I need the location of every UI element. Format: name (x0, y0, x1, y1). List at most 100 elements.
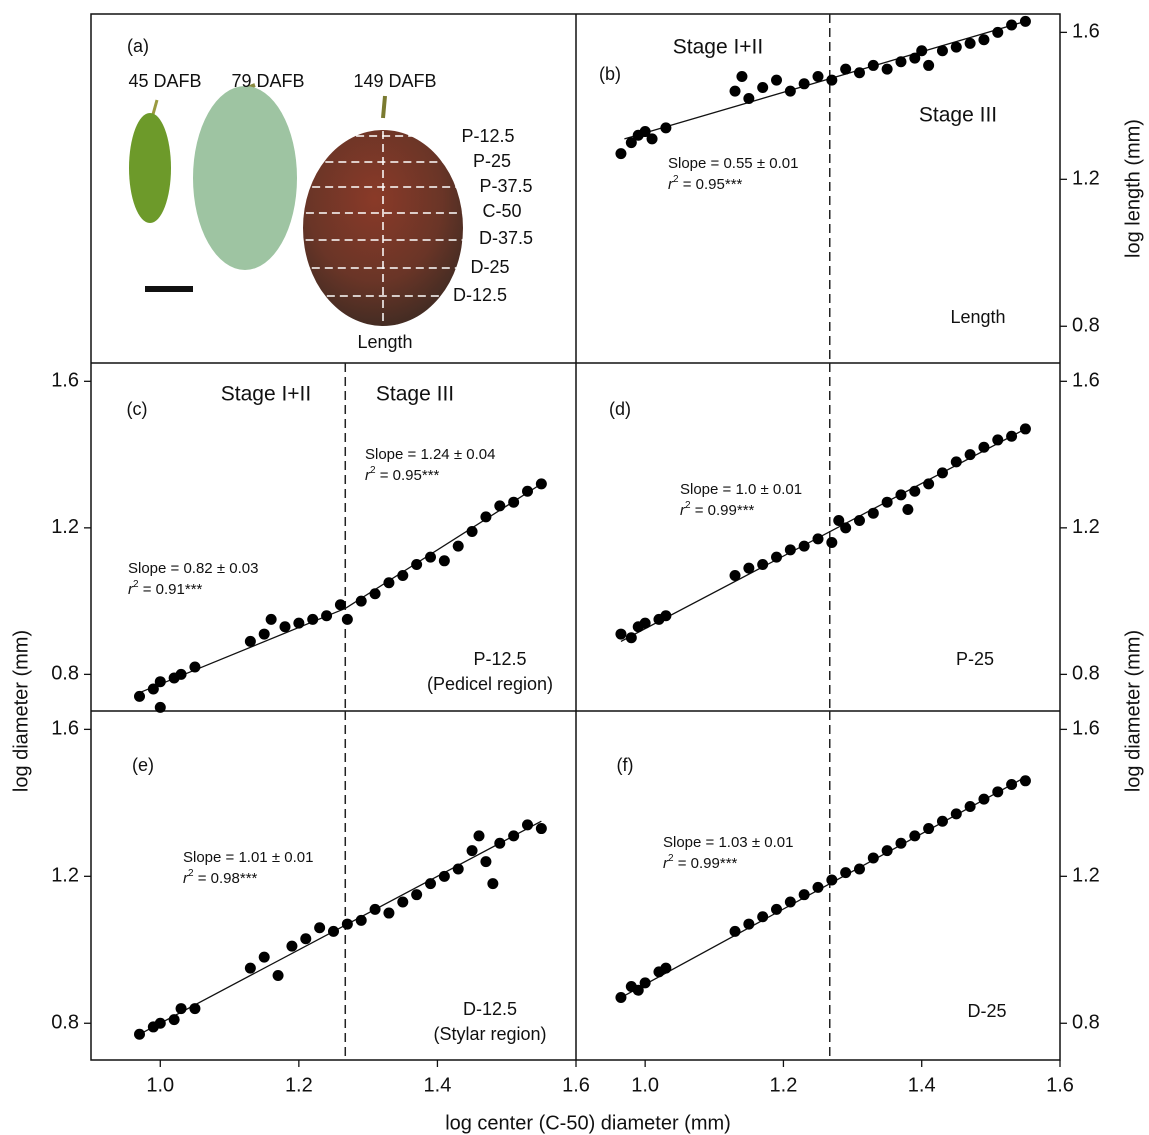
r2-power: 2 (370, 465, 376, 476)
data-point (978, 793, 990, 805)
section-label: P-12.5 (461, 126, 514, 146)
data-point (494, 837, 506, 849)
data-point (625, 137, 637, 149)
r2-value: = 0.98*** (194, 870, 258, 887)
data-point (466, 845, 478, 857)
data-point (992, 786, 1004, 798)
y-tick-label: 1.6 (1072, 718, 1100, 740)
panel-label: (a) (127, 36, 149, 56)
data-point (383, 577, 395, 589)
data-point (535, 478, 547, 490)
data-point (736, 70, 748, 82)
region-label: (Pedicel region) (427, 674, 553, 694)
data-point (321, 610, 333, 622)
data-point (881, 496, 893, 508)
data-point (341, 613, 353, 625)
data-point (154, 676, 166, 688)
data-point (258, 628, 270, 640)
data-point (397, 569, 409, 581)
r2-value: = 0.91*** (139, 581, 203, 598)
region-label: P-25 (956, 649, 994, 669)
r2-label: r2 = 0.91*** (128, 579, 203, 598)
r2-value: = 0.99*** (674, 855, 738, 872)
r2-value: = 0.95*** (679, 176, 743, 193)
data-point (826, 874, 838, 886)
data-point (923, 478, 935, 490)
region-label: D-25 (967, 1001, 1006, 1021)
data-point (1006, 778, 1018, 790)
data-point (244, 962, 256, 974)
data-point (1019, 775, 1031, 787)
data-point (964, 801, 976, 813)
data-point (798, 540, 810, 552)
y-tick-label: 1.6 (1072, 21, 1100, 43)
data-point (812, 70, 824, 82)
data-point (279, 621, 291, 633)
y-tick-label: 0.8 (1072, 315, 1100, 337)
data-point (487, 878, 499, 890)
data-point (494, 500, 506, 512)
y-tick-label: 1.6 (51, 718, 79, 740)
r2-power: 2 (685, 500, 691, 511)
data-point (853, 515, 865, 527)
data-point (1019, 423, 1031, 435)
data-point (743, 562, 755, 574)
data-point (134, 690, 145, 702)
fruit-45 (129, 113, 171, 223)
data-point (909, 830, 921, 842)
data-point (175, 668, 187, 680)
data-point (646, 133, 658, 145)
data-point (771, 74, 783, 86)
r2-symbol: r (680, 502, 686, 519)
panel-a (129, 83, 463, 326)
data-point (757, 911, 769, 923)
data-point (522, 819, 533, 831)
data-point (307, 613, 319, 625)
data-point (632, 984, 644, 996)
r2-symbol: r (668, 176, 674, 193)
data-point (992, 434, 1004, 446)
data-point (639, 126, 651, 138)
data-point (840, 522, 852, 534)
y-tick-label: 1.6 (1072, 370, 1100, 392)
data-point (853, 67, 865, 79)
data-point (189, 661, 201, 673)
data-point (522, 485, 533, 497)
r2-label: r2 = 0.98*** (183, 868, 258, 887)
data-point (964, 449, 976, 461)
y-tick-label: 1.2 (1072, 168, 1100, 190)
data-point (964, 37, 976, 49)
x-tick-label: 1.4 (908, 1074, 936, 1096)
data-point (154, 701, 166, 713)
x-tick-label: 1.0 (631, 1074, 659, 1096)
data-point (334, 599, 346, 611)
data-point (840, 867, 852, 879)
region-label: (Stylar region) (433, 1024, 546, 1044)
data-point (369, 903, 381, 915)
r2-label: r2 = 0.99*** (663, 853, 738, 872)
data-point (1006, 430, 1018, 442)
data-point (812, 881, 824, 893)
slope-label: Slope = 1.0 ± 0.01 (680, 481, 802, 498)
slope-label: Slope = 1.24 ± 0.04 (365, 446, 495, 463)
data-point (244, 635, 256, 647)
panel-label: (d) (609, 399, 631, 419)
data-point (480, 856, 492, 868)
y-tick-label: 0.8 (1072, 663, 1100, 685)
r2-value: = 0.99*** (691, 502, 755, 519)
x-axis-title: log center (C-50) diameter (mm) (445, 1112, 731, 1134)
x-tick-label: 1.2 (285, 1074, 313, 1096)
r2-symbol: r (365, 467, 371, 484)
data-point (757, 558, 769, 570)
data-point (660, 962, 672, 974)
x-tick-label: 1.0 (146, 1074, 174, 1096)
r2-power: 2 (188, 868, 194, 879)
data-point (978, 34, 990, 46)
section-label: D-25 (470, 257, 509, 277)
stage-label: 45 DAFB (128, 71, 201, 91)
data-point (452, 863, 464, 875)
data-point (902, 504, 914, 516)
x-tick-label: 1.2 (770, 1074, 798, 1096)
data-point (916, 45, 928, 57)
data-point (639, 617, 651, 629)
